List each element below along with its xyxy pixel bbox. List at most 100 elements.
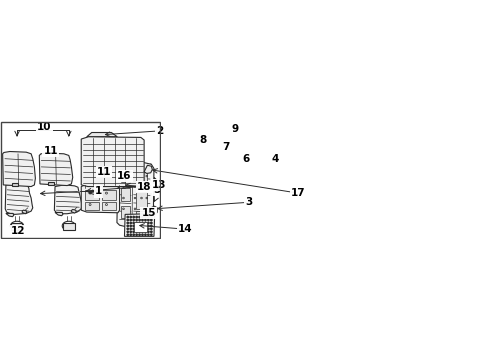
- Circle shape: [142, 219, 143, 221]
- Circle shape: [139, 234, 140, 235]
- Circle shape: [136, 222, 137, 224]
- Polygon shape: [2, 152, 35, 186]
- Circle shape: [136, 228, 137, 230]
- Circle shape: [133, 228, 134, 230]
- Text: 9: 9: [232, 124, 239, 134]
- Circle shape: [145, 216, 146, 218]
- Polygon shape: [81, 137, 144, 186]
- Bar: [84, 190, 99, 200]
- Circle shape: [139, 225, 140, 227]
- Polygon shape: [6, 213, 14, 217]
- Bar: [106, 165, 116, 178]
- Circle shape: [147, 225, 149, 227]
- Text: 12: 12: [11, 226, 25, 236]
- Circle shape: [127, 216, 128, 218]
- Circle shape: [150, 225, 152, 227]
- Circle shape: [145, 234, 146, 235]
- Text: 14: 14: [178, 224, 193, 234]
- Text: 4: 4: [271, 154, 279, 164]
- Circle shape: [139, 216, 140, 218]
- Circle shape: [133, 231, 134, 233]
- Circle shape: [130, 228, 131, 230]
- Polygon shape: [199, 138, 205, 142]
- Polygon shape: [124, 214, 155, 237]
- Bar: [92, 147, 103, 161]
- Circle shape: [147, 216, 149, 218]
- Circle shape: [130, 222, 131, 224]
- Circle shape: [147, 231, 149, 233]
- Circle shape: [147, 219, 149, 221]
- Bar: [136, 172, 147, 188]
- Polygon shape: [54, 185, 82, 214]
- Circle shape: [130, 216, 131, 218]
- Circle shape: [130, 219, 131, 221]
- Circle shape: [142, 228, 143, 230]
- Circle shape: [136, 234, 137, 235]
- Circle shape: [150, 222, 152, 224]
- Text: 10: 10: [37, 122, 51, 132]
- Circle shape: [147, 222, 149, 224]
- Circle shape: [136, 225, 137, 227]
- Circle shape: [145, 228, 146, 230]
- Text: 2: 2: [156, 126, 164, 136]
- Bar: [92, 165, 103, 178]
- Circle shape: [142, 231, 143, 233]
- Circle shape: [142, 216, 143, 218]
- Text: 11: 11: [97, 167, 111, 177]
- Bar: [136, 193, 147, 209]
- Circle shape: [133, 219, 134, 221]
- Circle shape: [127, 231, 128, 233]
- Circle shape: [130, 234, 131, 235]
- Bar: [101, 202, 116, 211]
- Polygon shape: [81, 185, 120, 213]
- Circle shape: [127, 228, 128, 230]
- Polygon shape: [12, 183, 18, 186]
- Polygon shape: [22, 210, 27, 214]
- Polygon shape: [86, 137, 118, 182]
- Circle shape: [130, 225, 131, 227]
- Text: 17: 17: [291, 188, 305, 198]
- Circle shape: [150, 219, 152, 221]
- Polygon shape: [87, 132, 117, 137]
- Polygon shape: [72, 210, 76, 213]
- Text: 13: 13: [152, 180, 167, 190]
- Polygon shape: [144, 165, 152, 174]
- Polygon shape: [5, 184, 33, 215]
- Circle shape: [127, 234, 128, 235]
- Circle shape: [147, 228, 149, 230]
- Circle shape: [136, 216, 137, 218]
- Circle shape: [142, 234, 143, 235]
- Circle shape: [150, 231, 152, 233]
- Text: 6: 6: [242, 154, 249, 164]
- Circle shape: [142, 225, 143, 227]
- Bar: [121, 188, 130, 201]
- Circle shape: [142, 222, 143, 224]
- Circle shape: [127, 222, 128, 224]
- Circle shape: [145, 222, 146, 224]
- Text: 15: 15: [142, 208, 156, 219]
- Bar: [121, 171, 130, 183]
- Circle shape: [145, 231, 146, 233]
- Circle shape: [139, 228, 140, 230]
- Bar: [84, 202, 99, 211]
- Text: 18: 18: [137, 181, 151, 192]
- Circle shape: [139, 222, 140, 224]
- Bar: [136, 211, 147, 224]
- Polygon shape: [55, 212, 63, 216]
- Circle shape: [150, 228, 152, 230]
- Polygon shape: [49, 182, 54, 185]
- Polygon shape: [63, 222, 74, 230]
- Circle shape: [145, 225, 146, 227]
- Circle shape: [150, 234, 152, 235]
- Polygon shape: [11, 222, 22, 230]
- Circle shape: [136, 219, 137, 221]
- Circle shape: [145, 219, 146, 221]
- Circle shape: [133, 234, 134, 235]
- Circle shape: [136, 231, 137, 233]
- Text: 8: 8: [199, 135, 207, 145]
- Polygon shape: [117, 162, 154, 228]
- Text: 11: 11: [44, 146, 58, 156]
- Circle shape: [139, 219, 140, 221]
- Circle shape: [130, 231, 131, 233]
- Polygon shape: [151, 206, 157, 215]
